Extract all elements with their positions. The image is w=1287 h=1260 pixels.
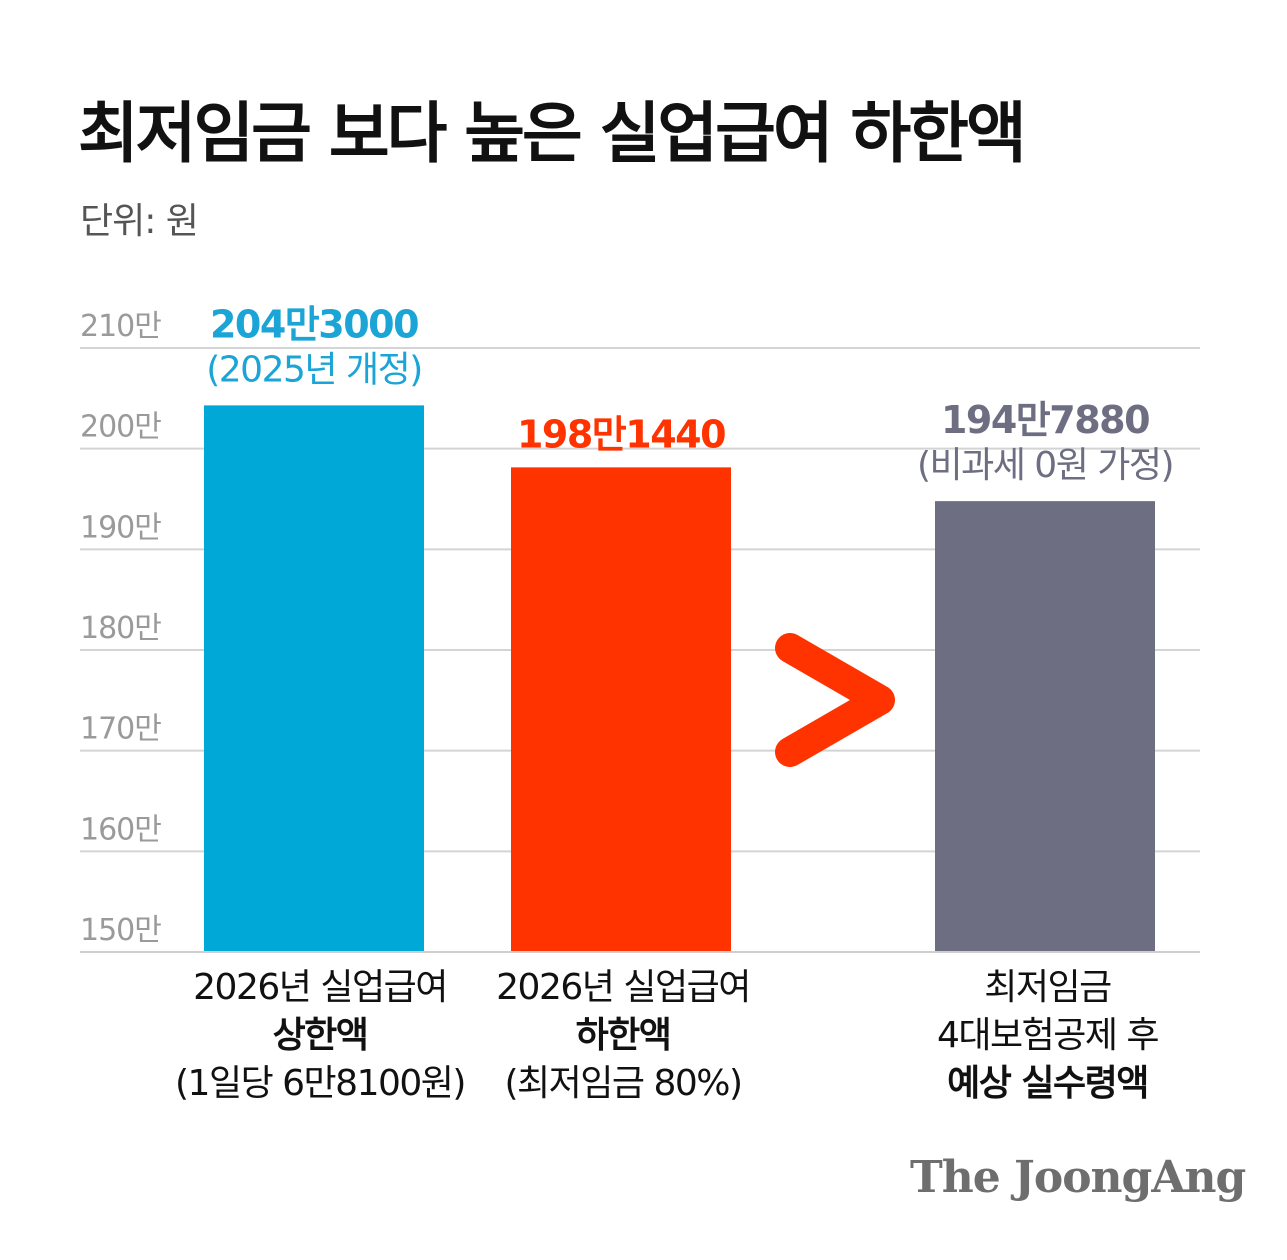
y-tick-label-2: 190만 [80, 510, 161, 545]
category-label-1-line3: (최저임금 80%) [504, 1063, 743, 1104]
y-tick-label-3: 180만 [80, 611, 161, 646]
category-label-2-line2: 4대보험공제 후 [936, 1015, 1160, 1056]
category-label-2-line1: 최저임금 [984, 967, 1112, 1008]
category-label-0-line1: 2026년 실업급여 [193, 967, 448, 1008]
y-tick-label-6: 150만 [80, 913, 161, 948]
bar-0 [204, 405, 424, 952]
the-joongang-logo: The JoongAng [910, 1152, 1246, 1203]
category-label-1-line2: 하한액 [575, 1015, 672, 1056]
y-tick-label-5: 160만 [80, 812, 161, 847]
category-label-0-line3: (1일당 6만8100원) [175, 1063, 466, 1104]
bar-value-label-1: 198만1440 [517, 412, 725, 456]
category-label-2: 최저임금 4대보험공제 후 예상 실수령액 [890, 964, 1205, 1108]
y-tick-label-0: 210만 [80, 309, 161, 344]
bar-2 [935, 501, 1155, 952]
bar-value-label-0: 204만3000 [210, 302, 418, 346]
unit-label: 단위: 원 [80, 201, 199, 242]
bar-1 [511, 467, 731, 952]
greater-than-icon [775, 633, 895, 767]
bar-sub-label-0: (2025년 개정) [206, 349, 422, 390]
category-label-1: 2026년 실업급여 하한액 (최저임금 80%) [468, 964, 778, 1108]
chart-title: 최저임금 보다 높은 실업급여 하한액 [78, 95, 1027, 172]
y-tick-label-4: 170만 [80, 712, 161, 747]
category-label-0-line2: 상한액 [272, 1015, 369, 1056]
bar-sub-label-2: (비과세 0원 가정) [917, 445, 1173, 486]
category-label-2-line3: 예상 실수령액 [947, 1063, 1149, 1104]
bar-value-label-2: 194만7880 [941, 398, 1149, 442]
category-label-1-line1: 2026년 실업급여 [496, 967, 751, 1008]
category-label-0: 2026년 실업급여 상한액 (1일당 6만8100원) [160, 964, 480, 1108]
y-tick-label-1: 200만 [80, 410, 161, 445]
